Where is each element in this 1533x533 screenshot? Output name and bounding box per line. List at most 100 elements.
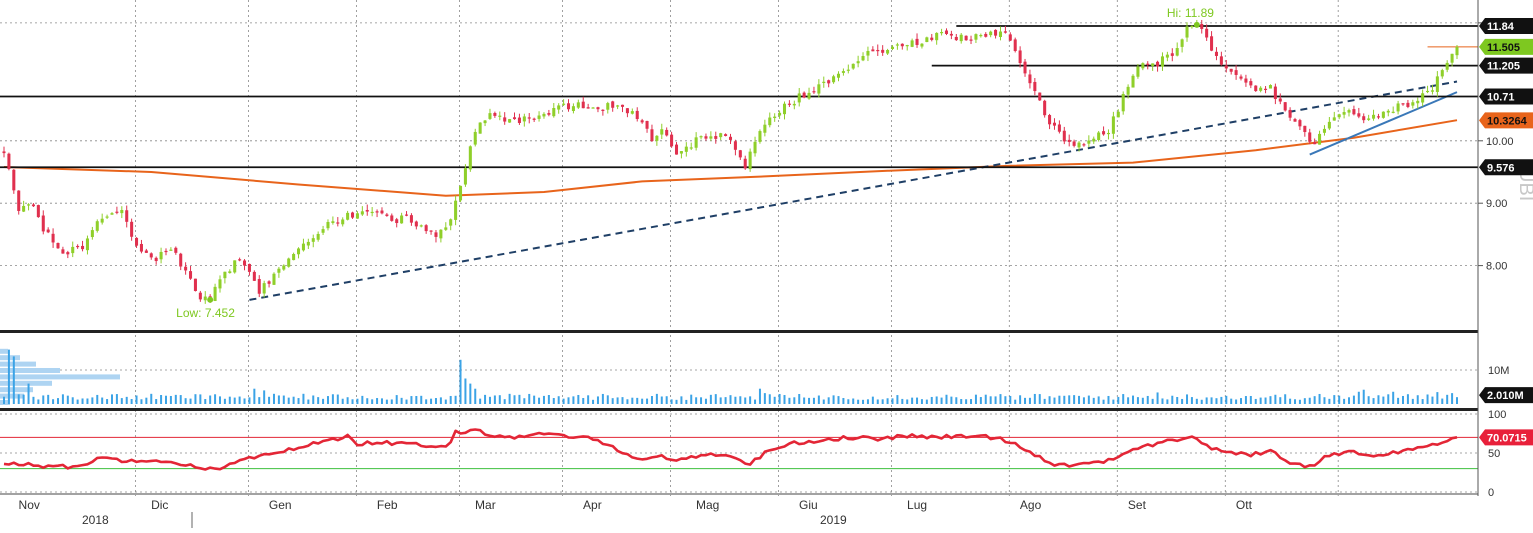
candle-body [1219,56,1223,65]
candle-body [989,31,993,36]
candle-body [1018,50,1022,64]
volume-bar [1249,395,1252,404]
volume-bar [1446,394,1449,404]
volume-bar [1009,395,1012,404]
candle-body [218,279,222,289]
candle-body [331,221,335,223]
candle-body [714,136,718,139]
volume-bar [1156,392,1159,404]
candle-body [478,122,482,134]
volume-bar [410,396,413,404]
candle-body [616,105,620,107]
candle-body [375,211,379,213]
candle-body [1156,61,1160,67]
volume-bar [1024,397,1027,404]
candle-body [1352,109,1356,115]
candle-body [527,117,531,119]
volume-bar [454,395,457,404]
candle-body [66,252,70,255]
candle-body [611,101,615,108]
volume-bar [842,398,845,404]
volume-bar [1028,397,1031,404]
candle-body [252,271,256,281]
volume-bar [1043,398,1046,404]
volume-bar [326,396,329,404]
candle-body [704,136,708,139]
candle-body [552,108,556,117]
volume-profile-bar [0,368,60,373]
volume-bar [263,390,266,404]
candle-body [473,131,477,145]
candle-body [1435,76,1439,92]
candle-body [866,50,870,56]
volume-bar [704,398,707,404]
candle-body [532,118,536,120]
ma-line [3,119,1458,197]
candle-body [1116,111,1120,118]
volume-bar [596,396,599,404]
volume-bar [120,398,123,404]
volume-bar [881,399,884,404]
candle-body [1033,81,1037,92]
candle-body [198,292,202,300]
volume-bar [808,397,811,404]
candle-body [2,151,6,154]
candle-body [557,105,561,110]
candle-body [630,111,634,114]
volume-bar [444,399,447,404]
price-level-tag-bg [1479,88,1533,105]
volume-bar [115,394,118,404]
candle-body [836,73,841,78]
volume-bar [886,398,889,404]
volume-bar [1161,398,1164,404]
volume-bar [1343,398,1346,404]
price-level-tag-text: 10.71 [1487,91,1515,103]
volume-bar [1431,396,1434,404]
volume-bar [538,397,541,404]
candle-body [27,204,31,206]
volume-bar [1136,397,1139,404]
volume-bar [1117,396,1120,404]
volume-bar [660,396,663,404]
volume-bar [528,393,531,404]
volume-profile-bar [0,355,20,361]
price-level-tag: 10.3264 [1479,112,1533,129]
moving-average [3,119,1458,197]
volume-bar [587,395,590,404]
volume-bar [798,394,801,404]
candle-body [287,258,291,267]
volume-bar [1308,397,1311,404]
volume-bar [336,394,339,404]
candle-body [601,109,605,111]
candle-body [738,150,742,158]
volume-bar [96,394,99,404]
volume-bar [891,398,894,404]
volume-bar [322,398,325,404]
candle-body [812,91,816,93]
candle-body [841,71,845,73]
candle-body [1308,132,1312,142]
price-levels [0,25,1478,169]
volume-bar [773,396,776,404]
volume-bar [1073,395,1076,404]
candle-body [1278,98,1282,102]
volume-bar [675,399,678,404]
price-level-tag-bg [1479,57,1533,74]
candle-body [517,117,521,123]
candle-body [144,250,148,253]
volume-bar [1352,395,1355,404]
volume-bar [631,397,634,404]
volume-bar [1338,395,1341,404]
volume-bar [896,395,899,404]
volume-bar [847,399,850,404]
candle-body [724,134,728,137]
volume-bar [1382,396,1385,404]
price-level-tag: 9.576 [1479,159,1533,176]
volume-bar [459,359,462,404]
volume-bar [1171,395,1174,404]
candle-body [1126,86,1130,95]
volume-profile-bar [0,348,8,354]
candle-body [890,46,895,50]
candle-body [1264,88,1268,90]
